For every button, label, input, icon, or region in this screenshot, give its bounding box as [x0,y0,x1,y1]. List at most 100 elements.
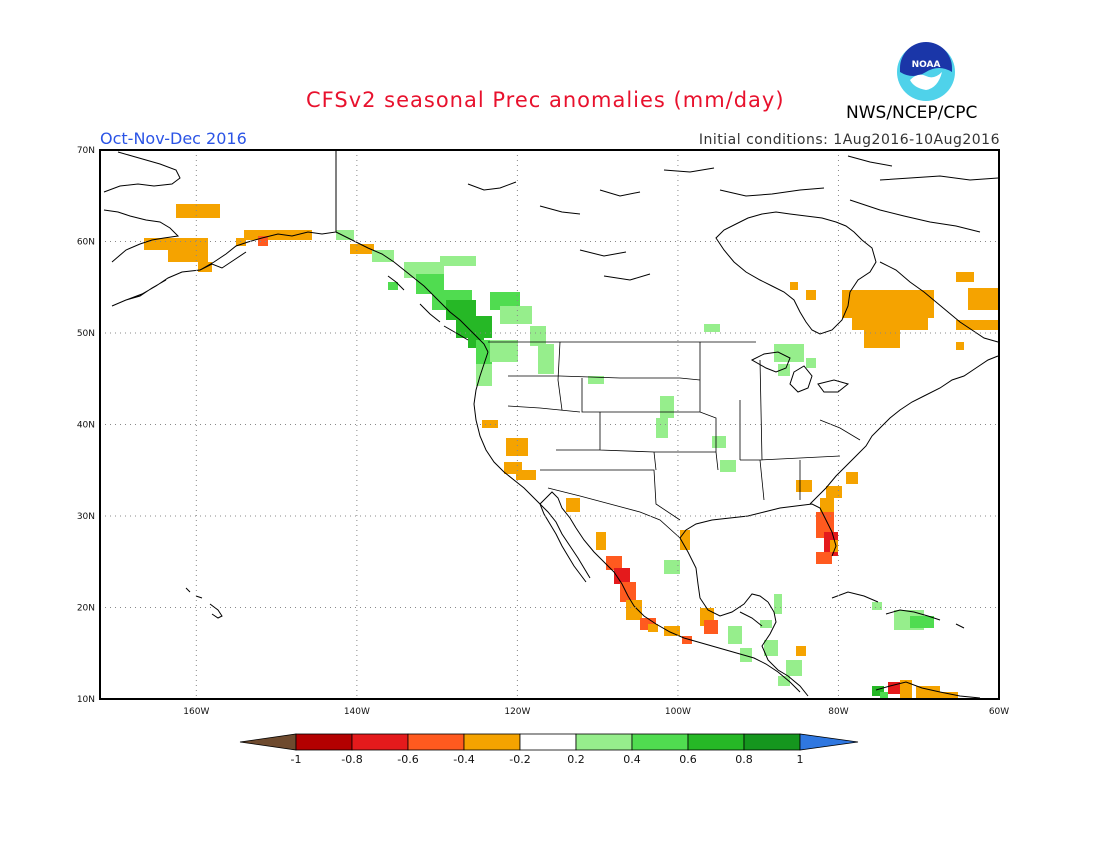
anomaly-cell [880,692,888,699]
colorbar: -1 -0.8 -0.6 -0.4 -0.2 0.2 0.4 0.6 0.8 1 [239,733,859,766]
colorbar-swatch [351,733,409,751]
colorbar-label: -0.6 [397,753,418,766]
anomaly-cell [728,626,742,644]
colorbar-swatch [519,733,577,751]
anomaly-cell [388,282,398,290]
anomaly-cell [816,512,834,538]
anomaly-cell [968,288,998,310]
lon-tick-label: 60W [989,707,1009,717]
anomaly-cell [476,340,492,366]
anomaly-cell [760,620,772,628]
anomaly-cell [682,636,692,644]
anomaly-cell [648,624,658,632]
anomaly-cell [236,238,246,246]
lon-tick-label: 120W [504,707,530,717]
anomaly-cell [774,594,782,614]
anomaly-cell [664,560,680,574]
anomaly-cell [176,204,220,218]
colorbar-swatch [463,733,521,751]
colorbar-swatch [575,733,633,751]
lon-tick-label: 80W [828,707,848,717]
anomaly-cell [530,326,546,346]
lat-tick-labels: 70N 60N 50N 40N 30N 20N 10N [77,146,95,705]
anomaly-cell [244,230,312,240]
lat-tick-label: 30N [77,512,95,522]
colorbar-left-arrow [239,733,297,751]
anomaly-cell [872,686,884,696]
colorbar-label: 1 [797,753,804,766]
anomaly-cell [258,236,268,246]
colorbar-label: 0.6 [679,753,697,766]
anomaly-cell [350,244,374,254]
anomaly-cell [764,640,778,656]
anomaly-cell [500,306,532,324]
agency-label: NWS/NCEP/CPC [846,103,978,123]
lon-tick-label: 160W [183,707,209,717]
anomaly-cell [786,660,802,676]
anomaly-cell [614,568,630,584]
anomaly-cells [144,204,998,699]
anomaly-cell [720,460,736,472]
anomaly-cell [864,328,900,348]
anomaly-cell [940,692,958,699]
anomaly-cell [704,324,720,332]
anomaly-cell [796,646,806,656]
anomaly-cell [846,472,858,484]
anomaly-cell [626,600,642,620]
anomaly-cell [956,342,964,350]
anomaly-cell [660,396,674,418]
anomaly-cell [372,250,394,262]
lat-tick-label: 10N [77,695,95,705]
anomaly-cell [956,272,974,282]
anomaly-cell [820,498,834,512]
anomaly-cell [900,680,912,698]
colorbar-swatch [407,733,465,751]
anomaly-cell [680,530,690,550]
anomaly-cell [790,282,798,290]
anomaly-cell [440,256,476,266]
colorbar-swatch [687,733,745,751]
anomaly-cell [712,436,726,448]
anomaly-cell [872,602,882,610]
anomaly-cell [806,358,816,368]
anomaly-cell [796,480,812,492]
map-title: CFSv2 seasonal Prec anomalies (mm/day) [306,88,785,112]
colorbar-label: 0.8 [735,753,753,766]
colorbar-label: -0.8 [341,753,362,766]
anomaly-cell [826,486,842,498]
anomaly-cell [606,556,622,570]
anomaly-cell [566,498,580,512]
anomaly-cell [956,320,998,330]
lon-tick-labels: 160W 140W 120W 100W 80W 60W [183,707,1009,717]
anomaly-cell [888,682,900,694]
anomaly-cell [852,312,928,330]
lat-tick-label: 20N [77,604,95,614]
colorbar-label: 0.2 [567,753,585,766]
anomaly-cell [916,686,940,699]
lat-tick-label: 50N [77,329,95,339]
anomaly-cell [416,274,444,294]
anomaly-cell [778,676,790,686]
colorbar-swatch [631,733,689,751]
lon-tick-label: 140W [344,707,370,717]
anomaly-cell [336,230,354,240]
noaa-logo-icon: NOAA [897,42,955,101]
anomaly-cell [816,552,832,564]
anomaly-cell [516,470,536,480]
colorbar-label: -1 [291,753,302,766]
anomaly-cell [596,532,606,550]
lat-tick-label: 70N [77,146,95,156]
anomaly-cell [168,250,208,262]
colorbar-right-arrow [799,733,859,751]
season-label: Oct-Nov-Dec 2016 [100,129,247,148]
anomaly-cell [740,648,752,662]
colorbar-swatch [743,733,801,751]
anomaly-cell [704,620,718,634]
lat-lon-grid [100,150,999,699]
anomaly-cell [910,616,934,628]
anomaly-cell [774,344,804,362]
political-borders [488,341,861,539]
anomaly-cell [490,292,520,310]
colorbar-label: -0.2 [509,753,530,766]
